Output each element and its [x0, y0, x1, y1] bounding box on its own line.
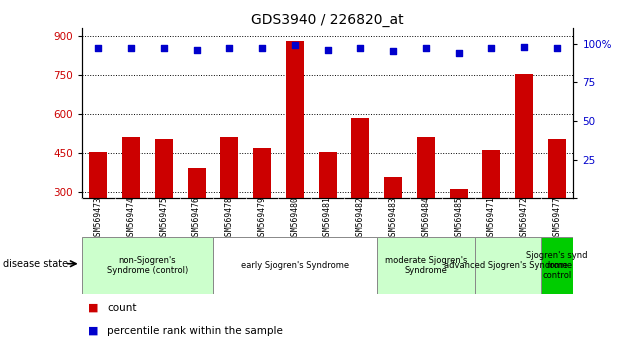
Text: GSM569471: GSM569471 [487, 196, 496, 240]
Text: moderate Sjogren's
Syndrome: moderate Sjogren's Syndrome [385, 256, 467, 275]
Text: percentile rank within the sample: percentile rank within the sample [107, 326, 283, 336]
Point [454, 50, 464, 56]
Bar [475, 237, 541, 294]
Point [421, 46, 431, 51]
Bar [319, 152, 336, 198]
Text: GSM569475: GSM569475 [159, 196, 168, 240]
Text: GSM569480: GSM569480 [290, 196, 299, 240]
Text: GSM569484: GSM569484 [421, 196, 430, 240]
Bar [213, 237, 377, 294]
Point [93, 46, 103, 51]
Bar [483, 150, 500, 198]
Text: GSM569485: GSM569485 [454, 196, 463, 240]
Text: ■: ■ [88, 326, 99, 336]
Text: GSM569479: GSM569479 [258, 196, 266, 240]
Bar [450, 189, 467, 198]
Point [257, 46, 267, 51]
Text: disease state: disease state [3, 259, 68, 269]
Text: GSM569477: GSM569477 [553, 196, 561, 240]
Text: advanced Sjogren's Syndrome: advanced Sjogren's Syndrome [444, 261, 572, 270]
Point [552, 46, 562, 51]
Point [519, 44, 529, 50]
Bar [548, 138, 566, 198]
Bar [286, 41, 304, 198]
Point [486, 46, 496, 51]
Text: GSM569482: GSM569482 [356, 196, 365, 240]
Point [159, 46, 169, 51]
Bar [89, 152, 107, 198]
Bar [155, 138, 173, 198]
Text: non-Sjogren's
Syndrome (control): non-Sjogren's Syndrome (control) [107, 256, 188, 275]
Text: GSM569472: GSM569472 [520, 196, 529, 240]
Text: GSM569481: GSM569481 [323, 196, 332, 240]
Bar [122, 137, 140, 198]
Bar [515, 74, 533, 198]
Bar [377, 237, 475, 294]
Bar [541, 237, 573, 294]
Bar [352, 118, 369, 198]
Point [290, 42, 300, 48]
Text: early Sjogren's Syndrome: early Sjogren's Syndrome [241, 261, 349, 270]
Text: GSM569473: GSM569473 [94, 196, 103, 240]
Text: GSM569476: GSM569476 [192, 196, 201, 240]
Text: GSM569474: GSM569474 [127, 196, 135, 240]
Text: GSM569483: GSM569483 [389, 196, 398, 240]
Point [355, 46, 365, 51]
Text: count: count [107, 303, 137, 313]
Bar [220, 137, 238, 198]
Point [388, 48, 398, 54]
Text: Sjogren's synd
rome
control: Sjogren's synd rome control [526, 251, 588, 280]
Title: GDS3940 / 226820_at: GDS3940 / 226820_at [251, 13, 404, 27]
Text: ■: ■ [88, 303, 99, 313]
Point [126, 46, 136, 51]
Bar [82, 237, 213, 294]
Point [224, 46, 234, 51]
Bar [253, 148, 271, 198]
Text: GSM569478: GSM569478 [225, 196, 234, 240]
Bar [384, 177, 402, 198]
Bar [417, 137, 435, 198]
Point [323, 47, 333, 53]
Point [192, 47, 202, 53]
Bar [188, 169, 205, 198]
